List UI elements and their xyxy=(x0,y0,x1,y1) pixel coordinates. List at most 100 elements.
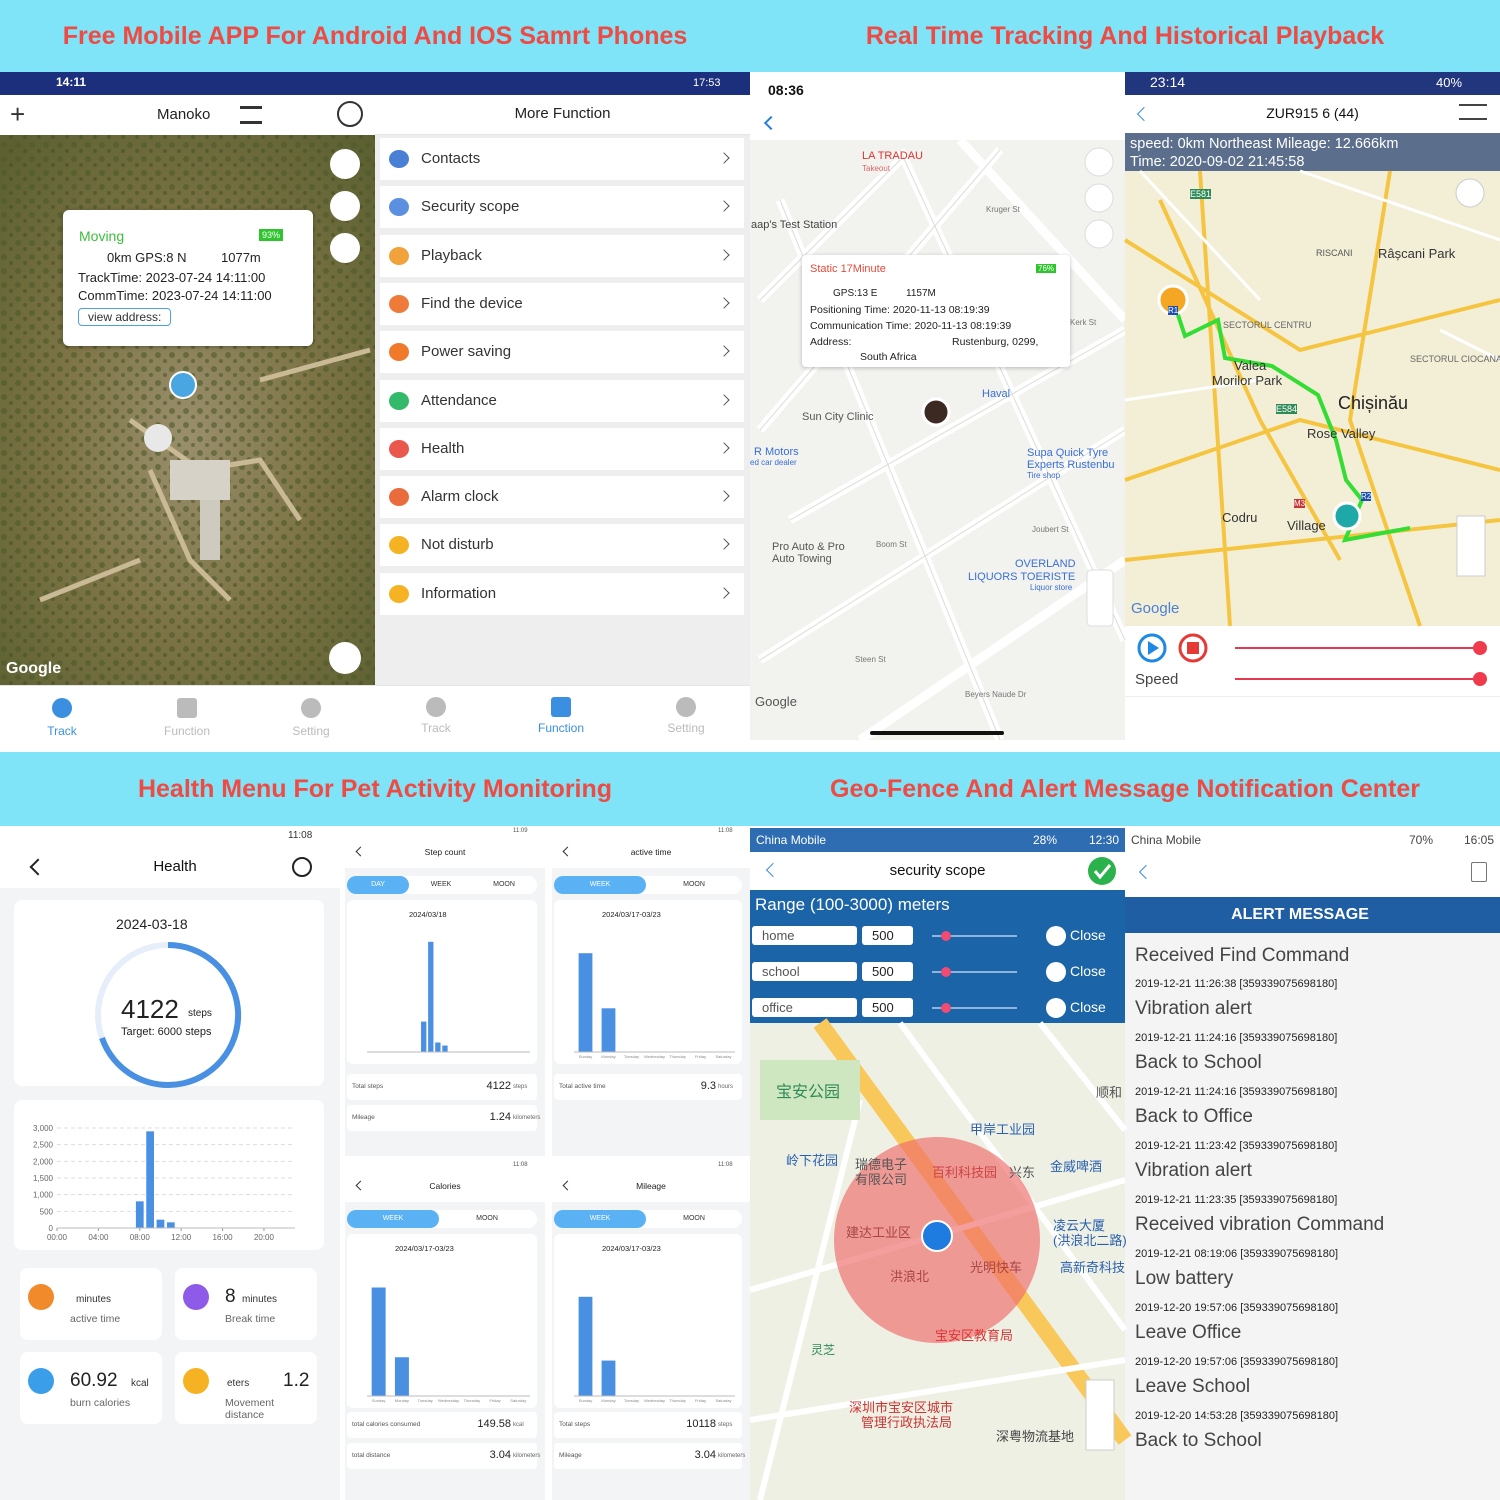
toggle[interactable] xyxy=(1046,926,1066,946)
refresh-button[interactable] xyxy=(337,101,363,127)
menu-item[interactable] xyxy=(380,476,744,519)
tab-label[interactable]: Setting xyxy=(667,721,705,735)
tab-label[interactable]: DAY xyxy=(371,881,385,888)
map-label: 有限公司 xyxy=(855,1172,908,1187)
radius-input[interactable] xyxy=(862,998,913,1017)
menu-item[interactable] xyxy=(380,186,744,229)
zoom-control[interactable] xyxy=(1085,1379,1115,1451)
list-button[interactable] xyxy=(240,106,262,124)
chart-card xyxy=(347,900,537,1064)
map-label: Joubert St xyxy=(1032,525,1069,534)
total-row xyxy=(554,1443,742,1469)
locate-button[interactable] xyxy=(330,191,360,221)
slider-thumb[interactable] xyxy=(941,1003,951,1013)
alert-time: 2019-12-21 11:24:16 [359339075698180] xyxy=(1135,1032,1338,1044)
fence-name: school xyxy=(762,964,800,979)
map-type-button[interactable] xyxy=(1084,183,1114,213)
total-row xyxy=(554,1412,742,1438)
battery: 28% xyxy=(1033,833,1058,847)
slider-thumb[interactable] xyxy=(941,967,951,977)
y-tick-label: 500 xyxy=(40,1207,54,1216)
globe-button[interactable] xyxy=(1455,178,1485,208)
view-address-button[interactable]: view address: xyxy=(78,308,172,326)
delete-button[interactable] xyxy=(1471,862,1487,882)
navigate-button[interactable] xyxy=(330,233,360,263)
map-label: Kerk St xyxy=(1070,318,1097,327)
slider-thumb[interactable] xyxy=(1473,672,1487,686)
stat-value: 60.92 xyxy=(70,1370,118,1391)
bar xyxy=(601,1360,616,1396)
add-button[interactable]: + xyxy=(10,99,26,129)
layer-button[interactable] xyxy=(330,149,360,179)
map-label: SECTORUL CENTRU xyxy=(1223,320,1312,330)
back-button[interactable] xyxy=(1138,864,1154,880)
radius-slider[interactable] xyxy=(932,1007,1017,1009)
device-marker xyxy=(921,1220,953,1252)
tab-label[interactable]: MOON xyxy=(493,881,515,888)
name-input[interactable] xyxy=(752,962,857,981)
radius-input[interactable] xyxy=(862,926,913,945)
tab-label[interactable]: Setting xyxy=(292,724,330,738)
page-title: active time xyxy=(630,847,672,857)
total-value: 10118 xyxy=(686,1418,716,1430)
tab-label[interactable]: WEEK xyxy=(430,881,452,888)
menu-item[interactable] xyxy=(380,524,744,567)
map-label: RISCANI xyxy=(1316,248,1353,258)
toggle[interactable] xyxy=(1046,962,1066,982)
tab-label[interactable]: Track xyxy=(421,721,451,735)
altitude: 1157M xyxy=(906,288,936,299)
zoom-control[interactable] xyxy=(1456,515,1486,577)
map-label: Boom St xyxy=(876,540,907,549)
map-label: Takeout xyxy=(862,164,891,173)
toggle[interactable] xyxy=(1046,998,1066,1018)
alert-text: Vibration alert xyxy=(1135,1160,1252,1181)
gps-info: 0km GPS:8 N xyxy=(107,250,187,265)
menu-item[interactable] xyxy=(380,234,744,277)
stop-button[interactable] xyxy=(1178,633,1208,663)
slider-thumb[interactable] xyxy=(1473,641,1487,655)
tab-label[interactable]: MOON xyxy=(683,881,705,888)
menu-item[interactable] xyxy=(380,138,744,180)
globe-button[interactable] xyxy=(1084,147,1114,177)
total-label: Mileage xyxy=(559,1452,582,1459)
menu-item[interactable] xyxy=(380,572,744,615)
tab-label[interactable]: WEEK xyxy=(589,1215,611,1222)
radius-input[interactable] xyxy=(862,962,913,981)
slider-thumb[interactable] xyxy=(941,931,951,941)
map-label: Pro Auto & Pro xyxy=(772,541,845,553)
name-input[interactable] xyxy=(752,998,857,1017)
map-label: Kruger St xyxy=(986,205,1020,214)
tab-label[interactable]: Track xyxy=(47,724,77,738)
locate-button[interactable] xyxy=(1084,219,1114,249)
tab-label[interactable]: WEEK xyxy=(382,1215,404,1222)
confirm-button[interactable] xyxy=(1088,857,1116,885)
status-time: 23:14 xyxy=(1150,74,1186,90)
menu-item[interactable] xyxy=(380,427,744,470)
alert-text: Back to School xyxy=(1135,1430,1262,1451)
menu-item[interactable] xyxy=(380,379,744,422)
tab-label[interactable]: MOON xyxy=(683,1215,705,1222)
radius-slider[interactable] xyxy=(932,971,1017,973)
zoom-control[interactable] xyxy=(1086,569,1114,627)
tab-label[interactable]: Function xyxy=(537,721,585,735)
menu-item[interactable] xyxy=(380,282,744,325)
stat-icon xyxy=(183,1284,209,1310)
menu-button[interactable] xyxy=(1459,104,1487,120)
tab-label[interactable]: MOON xyxy=(476,1215,498,1222)
alert-text: Received vibration Command xyxy=(1135,1214,1385,1235)
tab-label[interactable]: WEEK xyxy=(589,881,611,888)
alert-title-bar xyxy=(1125,897,1500,933)
total-unit: kilometers xyxy=(718,1453,746,1459)
play-button[interactable] xyxy=(1137,633,1167,663)
x-tick-label: 08:00 xyxy=(130,1233,151,1242)
tab-label[interactable]: Function xyxy=(163,724,211,738)
tab-icon xyxy=(301,698,321,718)
pet-avatar xyxy=(921,397,951,427)
back-button[interactable] xyxy=(763,115,779,131)
share-button[interactable] xyxy=(329,642,361,674)
radius-slider[interactable] xyxy=(932,935,1017,937)
settings-button[interactable] xyxy=(292,857,312,877)
name-input[interactable] xyxy=(752,926,857,945)
menu-item[interactable] xyxy=(380,331,744,374)
x-tick-label: Monday xyxy=(601,1398,615,1403)
